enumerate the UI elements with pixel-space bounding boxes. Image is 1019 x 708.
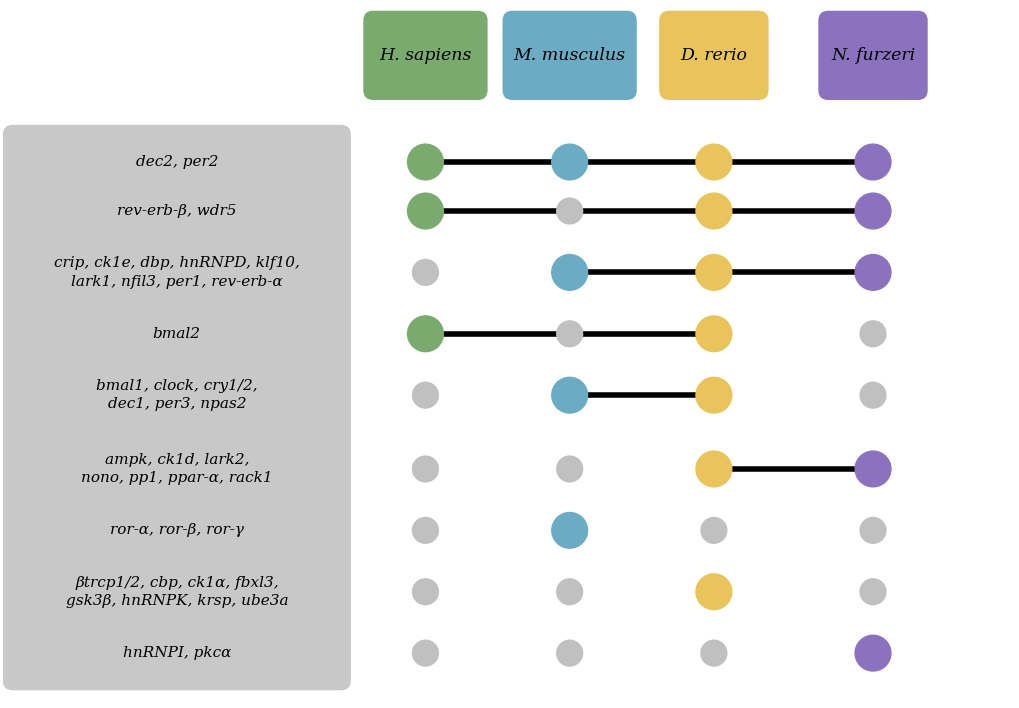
Text: bmal1, clock, cry1/2,
dec1, per3, npas2: bmal1, clock, cry1/2, dec1, per3, npas2 bbox=[96, 379, 258, 411]
Text: D. rerio: D. rerio bbox=[680, 47, 747, 64]
Text: rev-erb-β, wdr5: rev-erb-β, wdr5 bbox=[117, 204, 236, 218]
Circle shape bbox=[695, 574, 731, 610]
FancyBboxPatch shape bbox=[3, 125, 351, 199]
Circle shape bbox=[412, 456, 438, 482]
Circle shape bbox=[695, 451, 731, 487]
Circle shape bbox=[408, 144, 443, 180]
Circle shape bbox=[859, 518, 886, 543]
Circle shape bbox=[695, 316, 731, 352]
FancyBboxPatch shape bbox=[3, 297, 351, 371]
Text: crip, ck1e, dbp, hnRNPD, klf10,
lark1, nfil3, per1, rev-erb-α: crip, ck1e, dbp, hnRNPD, klf10, lark1, n… bbox=[54, 256, 300, 289]
FancyBboxPatch shape bbox=[3, 493, 351, 568]
Circle shape bbox=[551, 144, 587, 180]
Circle shape bbox=[695, 144, 731, 180]
FancyBboxPatch shape bbox=[3, 616, 351, 690]
Circle shape bbox=[412, 518, 438, 543]
FancyBboxPatch shape bbox=[3, 173, 351, 249]
Circle shape bbox=[556, 456, 582, 482]
Text: ror-α, ror-β, ror-γ: ror-α, ror-β, ror-γ bbox=[110, 523, 244, 537]
Circle shape bbox=[695, 377, 731, 413]
FancyBboxPatch shape bbox=[3, 419, 351, 518]
Circle shape bbox=[854, 451, 890, 487]
Circle shape bbox=[700, 640, 727, 666]
FancyBboxPatch shape bbox=[363, 11, 487, 100]
Circle shape bbox=[408, 193, 443, 229]
Circle shape bbox=[859, 382, 886, 408]
Circle shape bbox=[551, 513, 587, 548]
Circle shape bbox=[408, 316, 443, 352]
FancyBboxPatch shape bbox=[658, 11, 768, 100]
Circle shape bbox=[412, 640, 438, 666]
Circle shape bbox=[412, 260, 438, 285]
Text: ampk, ck1d, lark2,
nono, pp1, ppar-α, rack1: ampk, ck1d, lark2, nono, pp1, ppar-α, ra… bbox=[81, 452, 272, 485]
FancyBboxPatch shape bbox=[502, 11, 636, 100]
Circle shape bbox=[556, 198, 582, 224]
Circle shape bbox=[854, 635, 890, 671]
Text: hnRNPI, pkcα: hnRNPI, pkcα bbox=[122, 646, 230, 660]
Circle shape bbox=[700, 518, 727, 543]
FancyBboxPatch shape bbox=[3, 346, 351, 445]
Circle shape bbox=[551, 377, 587, 413]
Text: N. furzeri: N. furzeri bbox=[830, 47, 914, 64]
Circle shape bbox=[854, 193, 890, 229]
Circle shape bbox=[859, 579, 886, 605]
Circle shape bbox=[859, 321, 886, 347]
Circle shape bbox=[854, 255, 890, 290]
FancyBboxPatch shape bbox=[3, 542, 351, 641]
Circle shape bbox=[695, 255, 731, 290]
Text: H. sapiens: H. sapiens bbox=[379, 47, 471, 64]
Circle shape bbox=[556, 640, 582, 666]
Circle shape bbox=[556, 579, 582, 605]
Circle shape bbox=[854, 144, 890, 180]
Circle shape bbox=[556, 321, 582, 347]
FancyBboxPatch shape bbox=[817, 11, 927, 100]
Text: βtrcp1/2, cbp, ck1α, fbxl3,
gsk3β, hnRNPK, krsp, ube3a: βtrcp1/2, cbp, ck1α, fbxl3, gsk3β, hnRNP… bbox=[65, 576, 287, 608]
Circle shape bbox=[695, 193, 731, 229]
FancyBboxPatch shape bbox=[3, 223, 351, 322]
Text: bmal2: bmal2 bbox=[153, 327, 201, 341]
Circle shape bbox=[551, 255, 587, 290]
Circle shape bbox=[412, 579, 438, 605]
Circle shape bbox=[412, 382, 438, 408]
Text: M. musculus: M. musculus bbox=[514, 47, 625, 64]
Text: dec2, per2: dec2, per2 bbox=[136, 155, 218, 169]
